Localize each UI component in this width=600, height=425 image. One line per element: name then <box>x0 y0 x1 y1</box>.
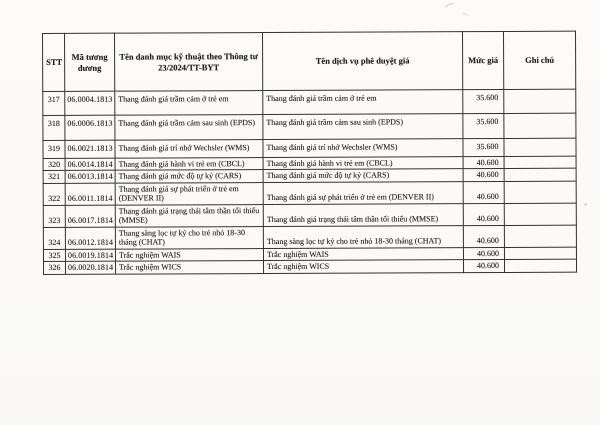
code-cell: 06.0006.1813 <box>64 115 115 141</box>
price-cell: 40.600 <box>463 168 505 182</box>
header-catalog-name: Tên danh mục kỹ thuật theo Thông tư 23/2… <box>114 32 263 92</box>
table-row: 318 06.0006.1813 Thang đánh giá trầm cảm… <box>42 113 576 141</box>
service-name-cell: Trắc nghiệm WICS <box>263 259 464 274</box>
code-cell: 06.0017.1814 <box>65 204 116 228</box>
service-name-cell: Thang sàng lọc tự kỷ cho trẻ nhỏ 18-30 t… <box>263 225 464 249</box>
code-cell: 06.0020.1814 <box>65 261 116 274</box>
note-cell <box>504 202 577 226</box>
table-header-row: STT Mã tương đương Tên danh mục kỹ thuật… <box>42 31 576 92</box>
table-body: 317 06.0004.1813 Thang đánh giá trầm cảm… <box>42 89 577 274</box>
service-name-cell: Thang đánh giá trạng thái tâm thần tối t… <box>263 203 464 227</box>
price-cell: 40.600 <box>463 203 505 226</box>
table-row: 326 06.0020.1814 Trắc nghiệm WICS Trắc n… <box>43 259 577 274</box>
stt-cell: 319 <box>42 140 66 159</box>
catalog-name-cell: Thang đánh giá trầm cảm ở trẻ em <box>114 90 263 116</box>
catalog-name-cell: Thang đánh giá mức độ tự kỷ (CARS) <box>115 169 264 184</box>
table-row: 317 06.0004.1813 Thang đánh giá trầm cảm… <box>42 89 576 116</box>
catalog-name-cell: Thang đánh giá sự phát triển ở trẻ em (D… <box>115 182 264 205</box>
stt-cell: 323 <box>43 205 66 228</box>
price-cell: 35.600 <box>462 113 504 139</box>
note-cell <box>504 156 577 169</box>
service-name-cell: Thang đánh giá trầm cảm sau sinh (EPDS) <box>262 113 463 140</box>
code-cell: 06.0011.1814 <box>65 183 116 206</box>
scan-smudge-mark <box>460 11 469 20</box>
service-price-table: STT Mã tương đương Tên danh mục kỹ thuật… <box>42 31 577 275</box>
stt-cell: 322 <box>43 183 66 206</box>
catalog-name-cell: Trắc nghiệm WICS <box>115 260 264 274</box>
header-price: Mức giá <box>462 31 504 90</box>
note-cell <box>504 259 577 272</box>
stt-cell: 320 <box>43 158 66 171</box>
code-cell: 06.0021.1813 <box>64 140 116 159</box>
price-cell: 35.600 <box>462 138 505 157</box>
code-cell: 06.0012.1814 <box>65 226 116 250</box>
catalog-name-cell: Trắc nghiệm WAIS <box>115 248 264 262</box>
catalog-name-cell: Thang sàng lọc tự kỷ cho trẻ nhỏ 18-30 t… <box>115 226 264 249</box>
header-equivalent-code: Mã tương đương <box>64 33 115 92</box>
price-cell: 40.600 <box>463 247 505 260</box>
note-cell <box>504 224 577 248</box>
catalog-name-cell: Thang đánh giá trầm cảm sau sinh (EPDS) <box>114 114 263 141</box>
scan-smudge-mark <box>443 2 456 12</box>
service-name-cell: Thang đánh giá trí nhớ Wechsler (WMS) <box>262 138 464 158</box>
code-cell: 06.0013.1814 <box>65 170 116 184</box>
stt-cell: 318 <box>42 115 65 141</box>
price-cell: 35.600 <box>462 89 504 114</box>
service-name-cell: Thang đánh giá sự phát triển ở trẻ em (D… <box>263 181 464 205</box>
table-row: 324 06.0012.1814 Thang sàng lọc tự kỷ ch… <box>43 224 577 250</box>
price-cell: 40.600 <box>463 225 505 248</box>
table-row: 319 06.0021.1813 Thang đánh giá trí nhớ … <box>42 138 577 159</box>
price-cell: 40.600 <box>463 259 505 273</box>
note-cell <box>504 181 577 204</box>
note-cell <box>504 168 577 182</box>
scan-speck <box>584 203 587 206</box>
header-stt: STT <box>42 33 65 92</box>
price-table-container: STT Mã tương đương Tên danh mục kỹ thuật… <box>42 31 577 275</box>
stt-cell: 321 <box>43 170 66 184</box>
catalog-name-cell: Thang đánh giá trí nhớ Wechsler (WMS) <box>114 139 264 159</box>
price-cell: 40.600 <box>463 156 505 170</box>
service-name-cell: Thang đánh giá mức độ tự kỷ (CARS) <box>263 169 464 183</box>
service-name-cell: Thang đánh giá trầm cảm ở trẻ em <box>262 89 463 115</box>
note-cell <box>503 89 576 114</box>
table-row: 323 06.0017.1814 Thang đánh giá trạng th… <box>43 202 577 228</box>
table-row: 322 06.0011.1814 Thang đánh giá sự phát … <box>43 181 577 206</box>
header-note: Ghi chú <box>503 31 576 90</box>
note-cell <box>503 138 577 157</box>
stt-cell: 317 <box>42 91 65 116</box>
stt-cell: 326 <box>43 261 66 274</box>
catalog-name-cell: Thang đánh giá hành vi trẻ em (CBCL) <box>115 157 264 171</box>
price-cell: 40.600 <box>463 181 505 204</box>
code-cell: 06.0019.1814 <box>65 248 116 262</box>
service-name-cell: Trắc nghiệm WAIS <box>263 247 464 261</box>
catalog-name-cell: Thang đánh giá trạng thái tâm thần tối t… <box>115 204 264 227</box>
code-cell: 06.0014.1814 <box>65 158 116 171</box>
note-cell <box>504 246 577 260</box>
header-approved-service-name: Tên dịch vụ phê duyệt giá <box>262 31 463 91</box>
stt-cell: 325 <box>43 249 66 262</box>
code-cell: 06.0004.1813 <box>64 91 115 116</box>
service-name-cell: Thang đánh giá hành vi trẻ em (CBCL) <box>263 156 464 170</box>
note-cell <box>503 113 576 139</box>
stt-cell: 324 <box>43 227 66 250</box>
